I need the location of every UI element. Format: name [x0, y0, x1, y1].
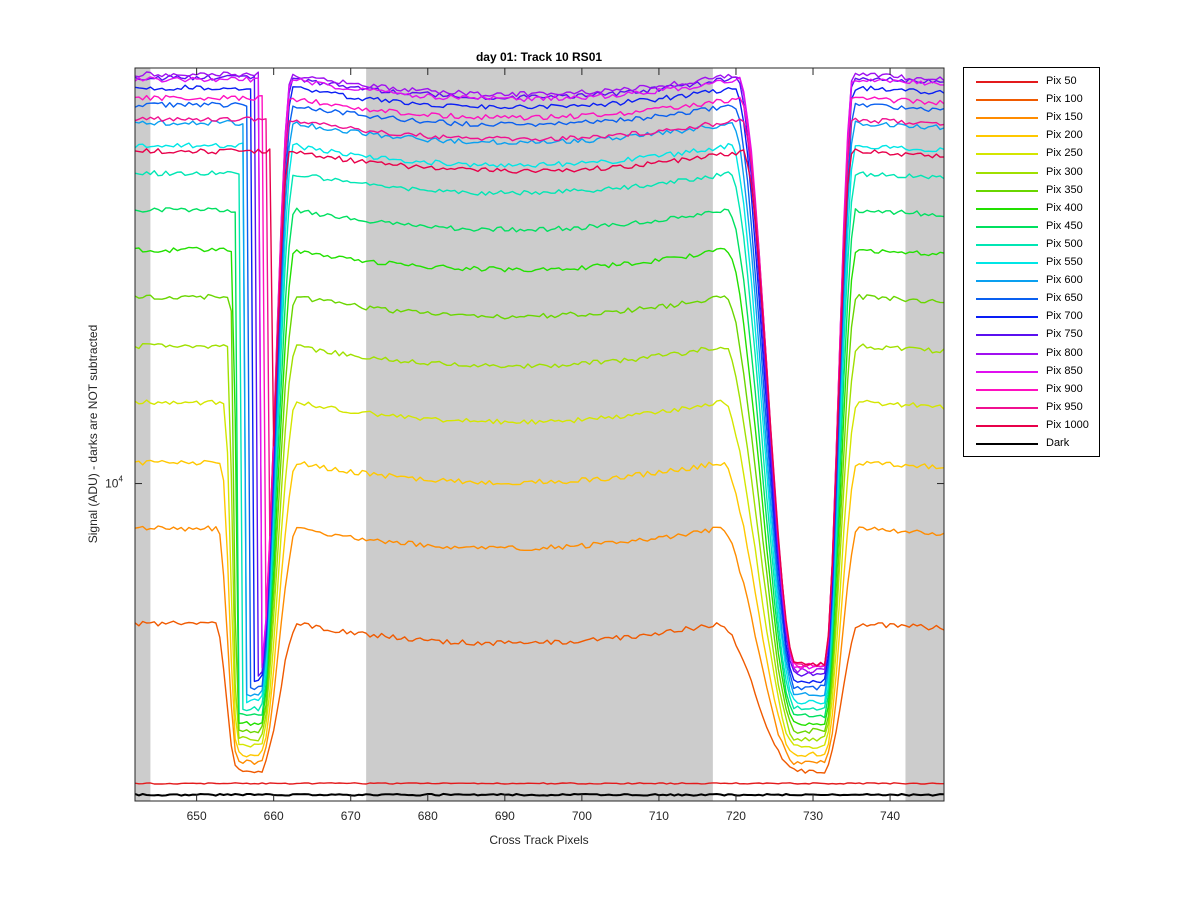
legend-item-pix-950: Pix 950: [964, 399, 1101, 417]
legend-label: Pix 250: [1046, 147, 1083, 160]
legend-swatch: [976, 424, 1038, 427]
series-line-pix-350: [134, 293, 945, 734]
axes-box: [134, 67, 945, 802]
series-line-pix-450: [134, 207, 945, 719]
legend-swatch: [976, 117, 1038, 120]
legend-item-pix-1000: Pix 1000: [964, 417, 1101, 435]
legend-swatch: [976, 352, 1038, 355]
series-line-pix-300: [134, 343, 945, 742]
shaded-region-2: [366, 68, 713, 801]
legend-label: Pix 600: [1046, 274, 1083, 287]
legend-item-pix-850: Pix 850: [964, 363, 1101, 381]
legend-swatch: [976, 189, 1038, 192]
legend-item-pix-100: Pix 100: [964, 91, 1101, 109]
legend-item-pix-150: Pix 150: [964, 109, 1101, 127]
legend-swatch: [976, 99, 1038, 102]
series-line-pix-550: [134, 142, 945, 705]
legend-item-pix-450: Pix 450: [964, 218, 1101, 236]
legend-swatch: [976, 171, 1038, 174]
legend-item-pix-500: Pix 500: [964, 236, 1101, 254]
legend-label: Pix 1000: [1046, 418, 1089, 431]
legend-item-pix-200: Pix 200: [964, 127, 1101, 145]
legend-label: Pix 850: [1046, 364, 1083, 377]
legend-label: Pix 200: [1046, 129, 1083, 142]
legend-swatch: [976, 280, 1038, 283]
legend-item-pix-700: Pix 700: [964, 308, 1101, 326]
legend-swatch: [976, 153, 1038, 156]
legend-swatch: [976, 135, 1038, 138]
x-tick-label-720: 720: [726, 809, 746, 823]
legend-label: Pix 150: [1046, 111, 1083, 124]
legend-swatch: [976, 334, 1038, 337]
x-tick-label-660: 660: [264, 809, 284, 823]
series-line-pix-250: [134, 399, 945, 749]
legend-swatch: [976, 406, 1038, 409]
legend-swatch: [976, 443, 1038, 445]
legend-item-pix-750: Pix 750: [964, 326, 1101, 344]
legend-label: Pix 650: [1046, 292, 1083, 305]
series-line-pix-400: [134, 246, 945, 726]
legend-swatch: [976, 388, 1038, 391]
legend-item-pix-800: Pix 800: [964, 345, 1101, 363]
legend-item-pix-650: Pix 650: [964, 290, 1101, 308]
legend-swatch: [976, 298, 1038, 301]
legend-item-dark: Dark: [964, 435, 1101, 453]
legend: Pix 50 Pix 100 Pix 150 Pix 200 Pix 250 Pix 30…: [963, 67, 1100, 457]
x-tick-label-680: 680: [418, 809, 438, 823]
series-lines: [134, 71, 945, 797]
series-line-pix-150: [134, 525, 945, 766]
legend-item-pix-350: Pix 350: [964, 182, 1101, 200]
legend-item-pix-50: Pix 50: [964, 73, 1101, 91]
legend-item-pix-550: Pix 550: [964, 254, 1101, 272]
legend-label: Pix 500: [1046, 237, 1083, 250]
legend-item-pix-250: Pix 250: [964, 145, 1101, 163]
legend-swatch: [976, 243, 1038, 246]
x-tick-label-710: 710: [649, 809, 669, 823]
x-tick-label-700: 700: [572, 809, 592, 823]
legend-label: Dark: [1046, 437, 1070, 449]
legend-label: Pix 700: [1046, 310, 1083, 323]
legend-label: Pix 100: [1046, 93, 1083, 106]
legend-label: Pix 550: [1046, 256, 1083, 268]
series-line-pix-200: [134, 459, 945, 758]
legend-swatch: [976, 81, 1038, 83]
legend-label: Pix 350: [1046, 183, 1083, 196]
series-line-pix-100: [134, 620, 945, 774]
legend-label: Pix 300: [1046, 165, 1083, 178]
legend-swatch: [976, 370, 1038, 373]
shaded-region-3: [905, 68, 944, 801]
legend-label: Pix 900: [1046, 382, 1083, 395]
y-axis-label: Signal (ADU) - darks are NOT subtracted: [86, 325, 100, 544]
legend-label: Pix 400: [1046, 201, 1083, 214]
legend-label: Pix 800: [1046, 346, 1083, 359]
legend-item-pix-900: Pix 900: [964, 381, 1101, 399]
chart-title: day 01: Track 10 RS01: [476, 50, 602, 64]
legend-item-pix-300: Pix 300: [964, 164, 1101, 182]
legend-label: Pix 950: [1046, 400, 1083, 413]
legend-item-pix-600: Pix 600: [964, 272, 1101, 290]
legend-swatch: [976, 316, 1038, 319]
x-tick-label-740: 740: [880, 809, 900, 823]
series-line-dark: [134, 792, 945, 797]
x-tick-label-670: 670: [341, 809, 361, 823]
series-line-pix-500: [134, 170, 945, 712]
legend-label: Pix 50: [1046, 75, 1077, 87]
x-tick-label-650: 650: [187, 809, 207, 823]
series-line-pix-50: [134, 782, 944, 785]
series-line-pix-1000: [134, 148, 945, 667]
legend-item-pix-400: Pix 400: [964, 200, 1101, 218]
legend-swatch: [976, 225, 1038, 228]
x-tick-label-730: 730: [803, 809, 823, 823]
x-axis-label: Cross Track Pixels: [489, 833, 588, 847]
x-tick-label-690: 690: [495, 809, 515, 823]
legend-swatch: [976, 262, 1038, 264]
shaded-region-1: [135, 68, 151, 801]
legend-label: Pix 450: [1046, 219, 1083, 232]
legend-swatch: [976, 207, 1038, 210]
legend-label: Pix 750: [1046, 328, 1083, 341]
